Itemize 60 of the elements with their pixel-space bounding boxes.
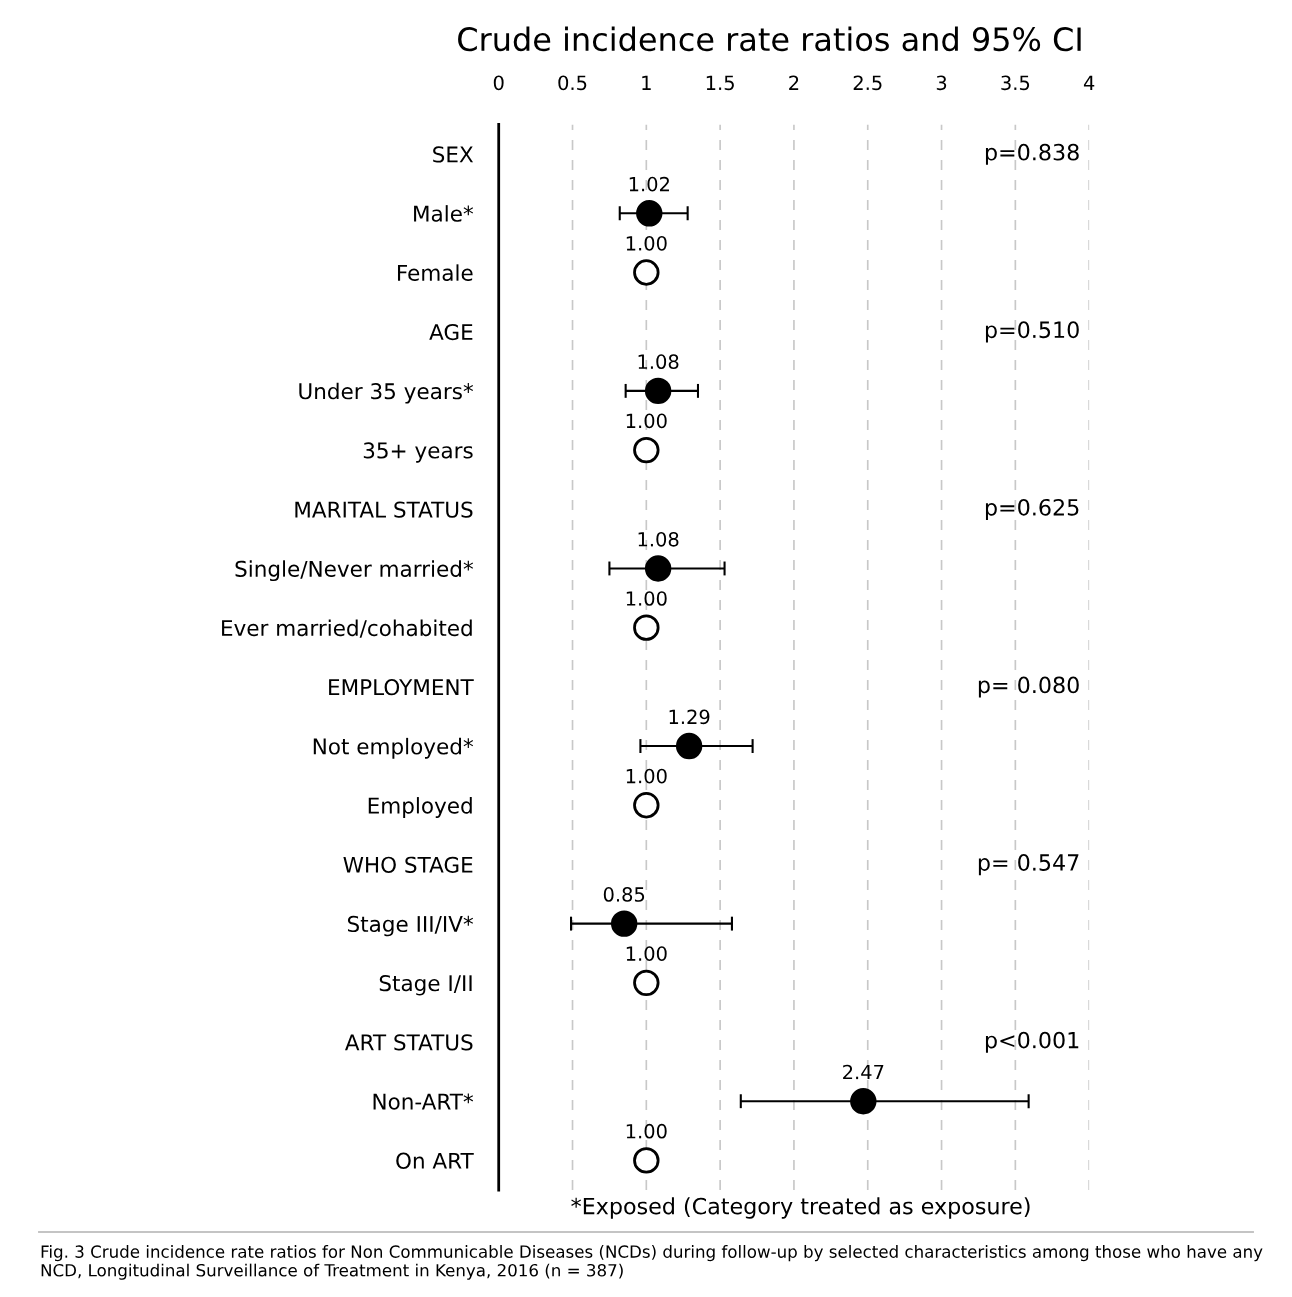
point: [633, 1147, 660, 1174]
y-tick-label: Female: [397, 264, 473, 281]
point: [633, 969, 660, 997]
y-tick-label: MARITAL STATUS: [295, 501, 473, 518]
x-tick-label: 3: [936, 75, 947, 91]
y-tick-label: Male*: [414, 205, 474, 222]
data-label: 1.00: [626, 1123, 667, 1139]
point: [636, 200, 663, 227]
data-label: 1.00: [626, 946, 667, 961]
point: [633, 792, 660, 819]
annotation: p=0.510: [985, 321, 1079, 343]
y-tick-label: Employed: [368, 797, 472, 818]
y-tick-label: Under 35 years*: [299, 382, 474, 404]
y-tick-label: EMPLOYMENT: [329, 679, 474, 696]
data-label: 2.47: [843, 1064, 884, 1080]
y-tick-label: Stage III/IV*: [347, 915, 474, 937]
point: [633, 436, 660, 464]
data-label: 1.00: [626, 235, 667, 251]
x-tick-label: 3.5: [1001, 75, 1030, 91]
y-tick-label: SEX: [433, 146, 474, 163]
annotation: p= 0.080: [978, 676, 1079, 698]
x-tick-label: 1: [642, 75, 651, 90]
point: [850, 1088, 877, 1115]
data-label: 1.08: [638, 531, 679, 547]
data-label: 1.02: [629, 176, 669, 192]
data-label: 0.85: [603, 887, 645, 902]
point: [633, 259, 660, 286]
x-tick-label: 1.5: [706, 75, 734, 91]
x-tick-label: 2.5: [853, 75, 882, 91]
y-tick-label: ART STATUS: [344, 1034, 473, 1051]
y-tick-label: On ART: [396, 1152, 474, 1169]
data-label: 1.08: [638, 354, 679, 370]
data-label: 1.00: [626, 591, 667, 606]
y-tick-label: 35+ years: [363, 442, 473, 463]
y-tick-label: Ever married/cohabited: [222, 619, 472, 638]
y-tick-label: Stage I/II: [379, 975, 472, 996]
y-tick-label: Not employed*: [313, 737, 474, 759]
x-tick-label: 4: [1083, 75, 1095, 90]
text: *Exposed (Category treated as exposure): [571, 1197, 1030, 1219]
y-tick-label: AGE: [429, 323, 473, 341]
annotation: p=0.838: [985, 143, 1079, 165]
point: [610, 910, 638, 937]
annotation: p= 0.547: [978, 854, 1079, 876]
point: [633, 614, 660, 641]
data-label: 1.29: [669, 709, 710, 725]
caption: Fig. 3 Crude incidence rate ratios for Non Communicable Diseases (NCDs) during follow-up by selected characteristics among those who have any NCD, Longitudinal Surveillance of Treatment in Kenya, 2016 (n = 387): [41, 1245, 1263, 1280]
data-label: 1.00: [626, 768, 667, 784]
chart-title: Crude incidence rate ratios and 95% CI: [458, 26, 1081, 52]
y-tick-label: WHO STAGE: [343, 856, 473, 873]
data-label: 1.00: [626, 413, 667, 429]
point: [644, 555, 672, 582]
annotation: p=0.625: [985, 498, 1079, 521]
point: [644, 377, 672, 405]
x-tick-label: 2: [789, 75, 799, 90]
y-tick-label: Single/Never married*: [235, 560, 474, 582]
x-tick-label: 0: [493, 75, 504, 91]
annotation: p<0.001: [985, 1031, 1079, 1053]
x-tick-label: 0.5: [558, 75, 587, 91]
y-tick-label: Non-ART*: [373, 1093, 474, 1110]
point: [675, 732, 703, 760]
